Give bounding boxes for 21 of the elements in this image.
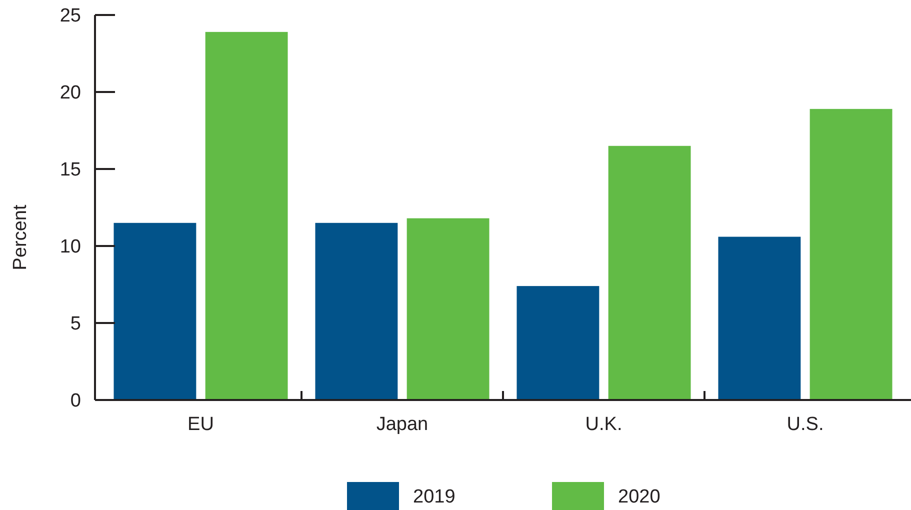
legend-label: 2020	[618, 486, 660, 508]
bar	[608, 146, 691, 400]
x-tick-label: U.K.	[585, 414, 622, 435]
y-tick-label: 5	[70, 314, 81, 335]
legend-label: 2019	[413, 486, 456, 508]
y-tick-label: 15	[60, 160, 81, 181]
x-tick-label: EU	[188, 414, 214, 435]
y-tick-label: 25	[60, 6, 81, 27]
bar	[114, 222, 196, 400]
x-tick-label: Japan	[376, 414, 428, 435]
bar	[315, 222, 398, 400]
y-tick-label: 0	[70, 390, 81, 412]
bar	[205, 32, 288, 400]
y-tick-label: 10	[60, 236, 81, 258]
bar	[718, 236, 801, 400]
x-tick-label: U.S.	[786, 414, 824, 435]
bar	[406, 218, 490, 400]
y-tick-label: 20	[60, 82, 81, 104]
y-axis-title: Percent	[10, 204, 31, 270]
bar	[810, 108, 892, 400]
bar	[516, 286, 600, 400]
